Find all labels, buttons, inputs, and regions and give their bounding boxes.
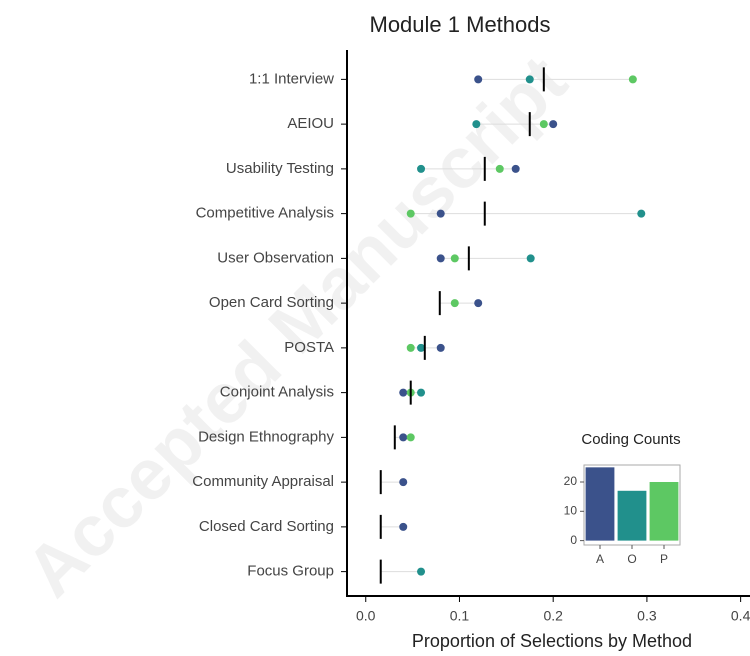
dot [495,164,504,173]
inset-x-tick-label: O [627,552,636,566]
category-label: Usability Testing [226,160,334,177]
inset-bar [585,467,615,541]
category-label: 1:1 Interview [249,70,334,87]
dot [450,299,459,308]
dot [399,433,408,442]
category-label: AEIOU [287,115,334,132]
dot [436,209,445,218]
dot [526,254,535,263]
category-label: Design Ethnography [198,428,334,445]
inset-x-tick-label: A [596,552,604,566]
inset-y-tick-label: 10 [564,503,578,517]
dot [539,120,548,129]
inset-x-tick-label: P [660,552,668,566]
dot [637,209,646,218]
dot [417,388,426,397]
dot [406,343,415,352]
dot [525,75,534,84]
dot [406,433,415,442]
dot [474,299,483,308]
dot [399,478,408,487]
x-tick-label: 0.1 [450,608,470,624]
category-label: Community Appraisal [192,473,334,490]
category-label: Open Card Sorting [209,294,334,311]
chart-title: Module 1 Methods [370,12,551,37]
dot [436,254,445,263]
dot [417,343,426,352]
category-label: Closed Card Sorting [199,518,334,535]
dot [436,343,445,352]
dot [399,522,408,531]
dot [511,164,520,173]
category-label: Focus Group [247,563,334,580]
inset-bar [617,490,647,541]
x-tick-label: 0.4 [731,608,750,624]
x-axis-label: Proportion of Selections by Method [412,631,692,651]
dot [474,75,483,84]
dot [472,120,481,129]
inset-y-tick-label: 0 [570,533,577,547]
dot [628,75,637,84]
x-tick-label: 0.0 [356,608,376,624]
dot [450,254,459,263]
x-tick-label: 0.2 [543,608,563,624]
category-label: Conjoint Analysis [220,384,334,401]
x-tick-label: 0.3 [637,608,657,624]
dot [406,209,415,218]
inset-y-tick-label: 20 [564,474,578,488]
inset-bar [649,481,679,541]
dot [549,120,558,129]
dot [417,567,426,576]
category-label: Competitive Analysis [196,205,334,222]
category-label: User Observation [217,249,334,266]
dot [399,388,408,397]
category-label: POSTA [284,339,334,356]
inset-title: Coding Counts [581,431,680,448]
dot [417,164,426,173]
